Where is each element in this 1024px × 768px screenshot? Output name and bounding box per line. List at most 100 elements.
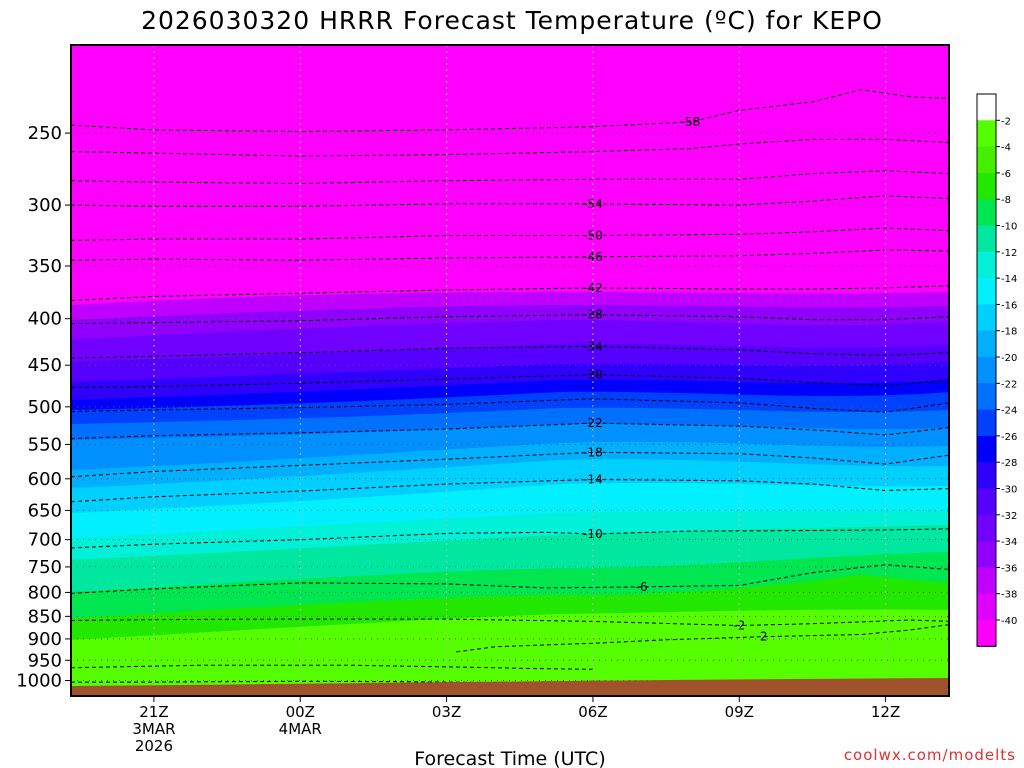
contour-label-0: -58 xyxy=(681,115,701,129)
colorbar-swatch-14 xyxy=(977,462,996,489)
plot-area xyxy=(71,45,949,696)
x-tick-label-1-0: 00Z xyxy=(286,703,315,721)
colorbar-label-8: -18 xyxy=(1001,327,1017,338)
colorbar-label-13: -28 xyxy=(1001,458,1017,469)
y-axis: 2503003504004505005506006507007508008509… xyxy=(16,123,71,692)
contour-line-15 xyxy=(71,564,949,594)
colorbar-label-0: -2 xyxy=(1001,116,1011,127)
grid-layer xyxy=(71,45,949,696)
colorbar-label-12: -26 xyxy=(1001,432,1017,443)
contour-line-16 xyxy=(71,618,949,627)
y-tick-label-14: 950 xyxy=(28,650,62,671)
contour-line-2 xyxy=(71,170,949,185)
colorbar-label-7: -16 xyxy=(1001,300,1017,311)
contour-label-15: -6 xyxy=(636,580,648,594)
x-tick-label-2-0: 03Z xyxy=(432,703,461,721)
colorbar-swatch-8 xyxy=(977,304,996,332)
contour-line-4 xyxy=(71,227,949,241)
colorbar-label-4: -10 xyxy=(1001,222,1017,233)
contour-line-18 xyxy=(71,664,593,670)
colorbar-swatch-16 xyxy=(977,514,996,542)
colorbar-swatch-1 xyxy=(977,120,996,148)
x-axis-label: Forecast Time (UTC) xyxy=(414,748,605,768)
contour-line-12 xyxy=(71,451,949,478)
colorbar: -2 -4 -6 -8 -10 -12 -14 -16 -18 -20 -22 -24 -26 -28 -3… xyxy=(976,93,1017,647)
colorbar-swatch-17 xyxy=(977,541,996,568)
y-tick-label-12: 850 xyxy=(28,606,62,627)
x-tick-label-0-1: 3MAR xyxy=(132,720,175,738)
contour-label-9: -30 xyxy=(583,368,603,382)
x-tick-label-1-1: 4MAR xyxy=(279,720,322,738)
colorbar-label-14: -30 xyxy=(1001,485,1017,496)
contour-label-3: -54 xyxy=(583,197,603,211)
ground-layer xyxy=(71,678,949,696)
colorbar-swatch-0 xyxy=(977,94,996,121)
y-tick-label-1: 300 xyxy=(28,195,62,216)
chart-title: 2026030320 HRRR Forecast Temperature (ºC… xyxy=(141,6,883,35)
colorbar-label-19: -40 xyxy=(1001,616,1017,627)
x-tick-label-4-0: 09Z xyxy=(725,703,754,721)
contour-label-4: -50 xyxy=(583,228,603,242)
contour-line-3 xyxy=(71,195,949,207)
contour-line-7 xyxy=(71,314,949,325)
colorbar-label-15: -32 xyxy=(1001,511,1017,522)
y-tick-label-8: 650 xyxy=(28,500,62,521)
colorbar-swatch-6 xyxy=(977,251,996,279)
colorbar-label-9: -20 xyxy=(1001,353,1017,364)
y-tick-label-0: 250 xyxy=(28,123,62,144)
colorbar-swatch-2 xyxy=(977,146,996,174)
contour-label-13: -14 xyxy=(583,472,603,486)
ground-surface xyxy=(71,678,949,696)
contour-line-14 xyxy=(71,528,949,549)
y-tick-label-10: 750 xyxy=(28,557,62,578)
colorbar-swatch-12 xyxy=(977,409,996,437)
colorbar-frame xyxy=(976,93,997,647)
colorbar-label-2: -6 xyxy=(1001,169,1011,180)
plot-frame xyxy=(70,44,950,697)
y-tick-label-5: 500 xyxy=(28,397,62,418)
colorbar-swatch-20 xyxy=(977,620,996,647)
colorbar-swatch-7 xyxy=(977,278,996,305)
colorbar-swatch-11 xyxy=(977,383,996,411)
colorbar-label-1: -4 xyxy=(1001,143,1011,154)
y-tick-label-13: 900 xyxy=(28,629,62,650)
contour-label-14: -10 xyxy=(583,527,603,541)
colorbar-swatch-19 xyxy=(977,593,996,621)
colorbar-label-11: -24 xyxy=(1001,406,1017,417)
contour-label-12: -18 xyxy=(583,445,603,459)
colorbar-swatch-3 xyxy=(977,172,996,200)
contour-label-16: -2 xyxy=(733,619,745,633)
y-tick-label-4: 450 xyxy=(28,355,62,376)
colorbar-label-18: -38 xyxy=(1001,590,1017,601)
colorbar-label-3: -8 xyxy=(1001,195,1011,206)
colorbar-swatch-13 xyxy=(977,435,996,463)
colorbar-swatch-4 xyxy=(977,199,996,226)
y-tick-label-6: 550 xyxy=(28,434,62,455)
x-tick-label-0-2: 2026 xyxy=(135,737,173,755)
y-tick-label-2: 350 xyxy=(28,256,62,277)
contour-line-0 xyxy=(71,89,949,133)
colorbar-label-6: -14 xyxy=(1001,274,1017,285)
colorbar-swatch-10 xyxy=(977,357,996,384)
color-band-bright-green xyxy=(71,609,949,696)
contour-line-17 xyxy=(456,624,949,653)
contour-label-7: -38 xyxy=(583,308,603,322)
y-tick-label-15: 1000 xyxy=(16,671,62,692)
colorbar-label-17: -36 xyxy=(1001,563,1017,574)
x-tick-label-0-0: 21Z xyxy=(139,703,168,721)
colorbar-label-10: -22 xyxy=(1001,379,1017,390)
y-tick-label-11: 800 xyxy=(28,582,62,603)
colorbar-swatch-9 xyxy=(977,330,996,358)
contour-label-17: 2 xyxy=(760,630,768,644)
contour-line-1 xyxy=(71,138,949,157)
contour-label-6: -42 xyxy=(583,281,603,295)
y-tick-label-3: 400 xyxy=(28,309,62,330)
x-tick-label-3-0: 06Z xyxy=(578,703,607,721)
source-credit[interactable]: coolwx.com/modelts xyxy=(844,746,1016,764)
y-tick-label-7: 600 xyxy=(28,469,62,490)
colorbar-swatch-5 xyxy=(977,225,996,253)
colorbar-swatch-18 xyxy=(977,567,996,595)
